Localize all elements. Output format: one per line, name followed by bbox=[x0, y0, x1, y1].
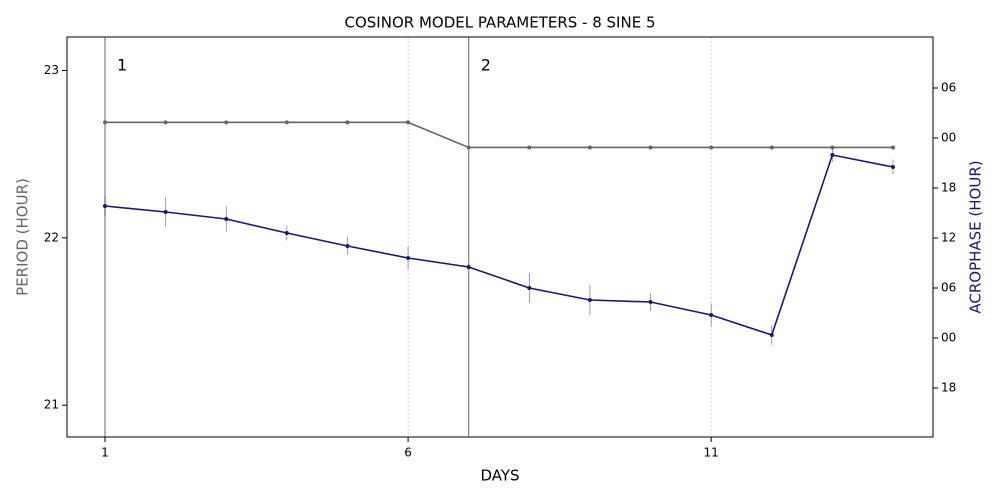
x-tick-label: 11 bbox=[704, 446, 719, 460]
marker bbox=[466, 265, 471, 269]
marker bbox=[830, 153, 835, 157]
marker bbox=[163, 210, 168, 214]
marker bbox=[648, 300, 653, 304]
marker bbox=[406, 120, 411, 125]
marker bbox=[224, 217, 229, 221]
x-tick-label: 1 bbox=[101, 446, 109, 460]
marker bbox=[830, 145, 835, 150]
y-tick-label: 23 bbox=[44, 63, 59, 77]
marker bbox=[709, 145, 714, 150]
marker bbox=[224, 120, 229, 125]
marker bbox=[527, 286, 532, 290]
marker bbox=[406, 256, 411, 260]
marker bbox=[345, 120, 350, 125]
marker bbox=[890, 165, 895, 169]
y2-tick-label: 06 bbox=[941, 81, 956, 95]
y2-tick-label: 06 bbox=[941, 281, 956, 295]
marker bbox=[709, 313, 714, 317]
marker bbox=[769, 333, 774, 337]
chart-title: COSINOR MODEL PARAMETERS - 8 SINE 5 bbox=[345, 14, 656, 32]
marker bbox=[587, 145, 592, 150]
marker bbox=[284, 231, 289, 235]
marker bbox=[648, 145, 653, 150]
y2-tick-label: 12 bbox=[941, 231, 956, 245]
marker bbox=[466, 145, 471, 150]
series-line bbox=[105, 121, 893, 149]
marker bbox=[284, 120, 289, 125]
y-axis-label: PERIOD (HOUR) bbox=[14, 178, 32, 296]
marker bbox=[103, 120, 108, 125]
y-tick-label: 21 bbox=[44, 398, 59, 412]
annotation-label: 2 bbox=[481, 56, 491, 75]
y2-tick-label: 00 bbox=[941, 331, 956, 345]
y2-tick-label: 00 bbox=[941, 131, 956, 145]
marker bbox=[769, 145, 774, 150]
y2-tick-label: 18 bbox=[941, 181, 956, 195]
y2-axis-label: ACROPHASE (HOUR) bbox=[967, 160, 985, 313]
marker bbox=[890, 145, 895, 150]
y2-tick-label: 18 bbox=[941, 381, 956, 395]
x-tick-label: 6 bbox=[404, 446, 412, 460]
marker bbox=[527, 145, 532, 150]
marker bbox=[163, 120, 168, 125]
marker bbox=[103, 204, 108, 208]
annotation-label: 1 bbox=[117, 56, 127, 75]
y-tick-label: 22 bbox=[44, 230, 59, 244]
marker bbox=[345, 244, 350, 248]
x-axis-label: DAYS bbox=[480, 467, 519, 485]
series-line bbox=[104, 154, 894, 337]
plot-frame bbox=[66, 36, 934, 438]
marker bbox=[587, 298, 592, 302]
